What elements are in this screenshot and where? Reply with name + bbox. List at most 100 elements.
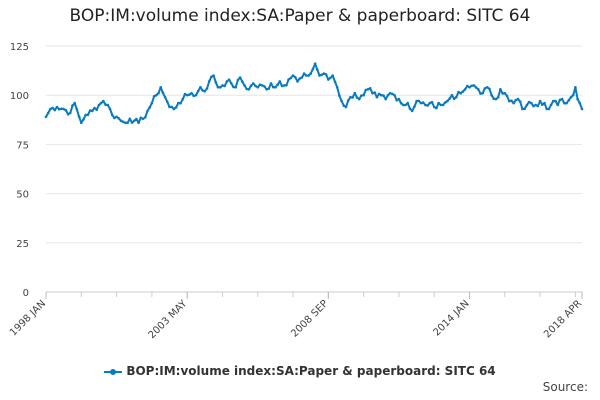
data-point <box>388 91 392 95</box>
data-point <box>289 76 293 80</box>
data-point <box>368 87 372 90</box>
data-point <box>166 100 169 104</box>
data-point <box>565 101 568 105</box>
y-tick-label: 100 <box>10 91 29 102</box>
data-point <box>152 95 156 98</box>
data-point <box>302 72 306 75</box>
data-point <box>51 106 54 110</box>
data-point <box>375 95 379 99</box>
data-point <box>382 94 385 97</box>
data-point <box>483 87 487 90</box>
data-point <box>188 93 191 96</box>
data-point <box>552 99 555 103</box>
data-point <box>554 99 557 103</box>
data-point <box>344 105 348 109</box>
data-point <box>580 107 584 111</box>
data-point <box>230 82 233 85</box>
y-tick-label: 75 <box>16 140 29 151</box>
data-point <box>132 119 136 123</box>
data-point <box>534 103 537 107</box>
data-point <box>150 101 154 105</box>
data-point <box>426 104 429 107</box>
data-point <box>320 73 324 77</box>
data-point <box>241 80 244 83</box>
data-point <box>373 91 377 94</box>
data-point <box>121 120 125 124</box>
data-point <box>280 84 284 88</box>
data-point <box>331 74 335 77</box>
x-tick-label: 1998 JAN <box>8 298 48 338</box>
data-point <box>494 97 498 101</box>
data-point <box>556 103 559 107</box>
data-point <box>137 121 140 125</box>
data-point <box>457 90 460 94</box>
data-point <box>523 107 526 110</box>
y-tick-label: 25 <box>16 239 29 250</box>
data-point <box>391 92 394 96</box>
data-point <box>532 104 535 108</box>
data-point <box>207 80 211 83</box>
data-point <box>335 86 339 89</box>
data-point <box>472 84 476 87</box>
data-point <box>479 92 482 95</box>
data-point <box>199 86 202 89</box>
data-point <box>490 93 493 97</box>
data-point <box>395 98 399 102</box>
data-point <box>95 108 98 111</box>
data-point <box>318 74 321 77</box>
data-point <box>538 99 542 103</box>
data-point <box>488 87 491 91</box>
data-point <box>210 75 213 79</box>
data-point <box>294 76 297 79</box>
data-point <box>254 84 257 88</box>
data-point <box>177 101 180 105</box>
data-point <box>419 101 423 105</box>
data-point <box>474 86 478 89</box>
data-point <box>82 118 85 121</box>
data-point <box>106 103 110 107</box>
data-point <box>157 91 160 95</box>
data-point <box>271 85 275 89</box>
data-point <box>296 80 299 83</box>
data-point <box>402 103 405 107</box>
data-point <box>530 101 533 105</box>
data-point <box>424 103 427 107</box>
data-point <box>201 89 204 92</box>
data-point <box>499 88 502 91</box>
data-point <box>252 82 255 85</box>
data-point <box>227 78 231 81</box>
data-point <box>521 107 524 111</box>
data-point <box>327 78 330 81</box>
data-point <box>80 121 83 125</box>
data-point <box>99 101 103 105</box>
data-point <box>225 80 229 83</box>
data-point <box>212 74 215 77</box>
data-point <box>558 98 562 102</box>
data-point <box>527 100 531 104</box>
data-point <box>159 86 162 89</box>
data-point <box>108 107 112 111</box>
data-point <box>470 84 474 88</box>
data-point <box>435 106 438 110</box>
data-point <box>71 104 74 107</box>
data-point <box>404 103 407 107</box>
data-point <box>430 100 434 104</box>
data-point <box>256 86 260 89</box>
x-tick-label: 2008 SEP <box>289 298 330 339</box>
data-point <box>567 98 571 102</box>
data-point <box>563 102 566 105</box>
data-point <box>62 107 65 111</box>
data-point <box>110 113 114 117</box>
data-point <box>282 84 286 87</box>
data-point <box>525 103 529 107</box>
data-point <box>560 97 564 101</box>
legend[interactable]: BOP:IM:volume index:SA:Paper & paperboar… <box>0 364 600 378</box>
data-point <box>386 94 390 97</box>
data-point <box>316 68 319 71</box>
data-point <box>269 82 273 85</box>
data-point <box>144 116 147 119</box>
data-point <box>536 104 540 108</box>
data-point <box>441 103 445 107</box>
data-point <box>115 115 118 119</box>
data-point <box>366 88 370 91</box>
